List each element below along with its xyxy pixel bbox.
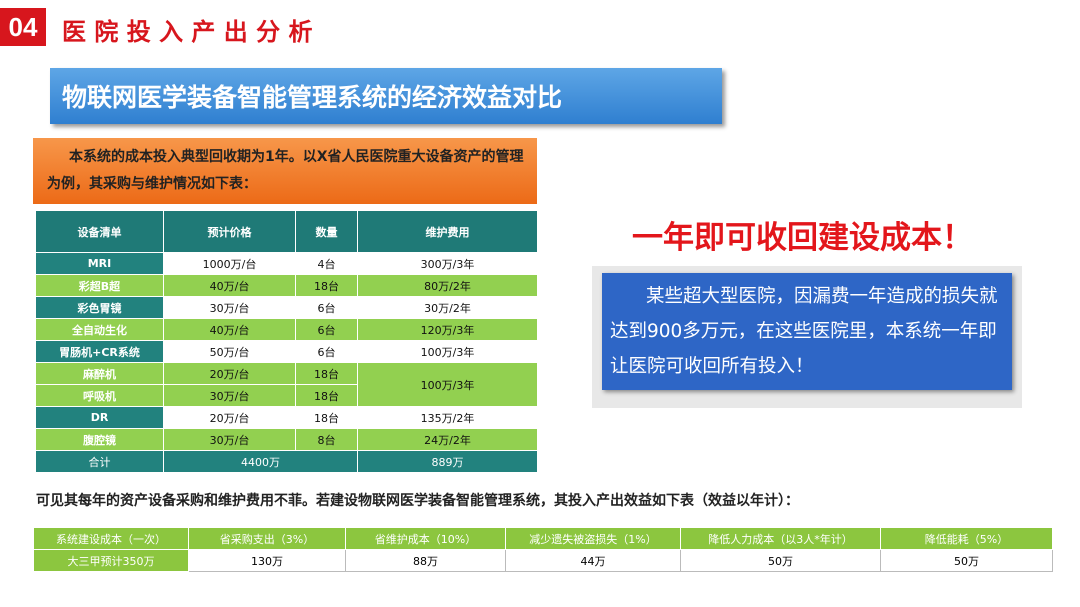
table-cell: 30万/台 bbox=[163, 296, 296, 319]
table-cell: 6台 bbox=[295, 318, 358, 341]
table-cell: 80万/2年 bbox=[357, 274, 538, 297]
table-cell: 30万/台 bbox=[163, 428, 296, 451]
table-row: 彩超B超 40万/台 18台 80万/2年 bbox=[35, 274, 538, 297]
table-row: 呼吸机 30万/台 18台 bbox=[35, 384, 538, 407]
table-cell: 135万/2年 bbox=[357, 406, 538, 429]
table-cell: 20万/台 bbox=[163, 406, 296, 429]
benefit-table: 系统建设成本（一次） 省采购支出（3%） 省维护成本（10%） 减少遗失被盗损失（1%… bbox=[33, 527, 1053, 572]
header-cell: 设备清单 bbox=[35, 210, 164, 253]
equipment-table: 设备清单 预计价格 数量 维护费用 MRI 1000万/台 4台 300万/3年 彩超B超 40万… bbox=[35, 210, 538, 473]
summary: 可见其每年的资产设备采购和维护费用不菲。若建设物联网医学装备智能管理系统，其投入… bbox=[36, 493, 799, 509]
table-row: MRI 1000万/台 4台 300万/3年 bbox=[35, 252, 538, 275]
table-row: 彩色胃镜 30万/台 6台 30万/2年 bbox=[35, 296, 538, 319]
table-cell: 889万 bbox=[357, 450, 538, 473]
table-cell: 腹腔镜 bbox=[35, 428, 164, 451]
table-row: DR 20万/台 18台 135万/2年 bbox=[35, 406, 538, 429]
section-title: 医 院 投 入 产 出 分 析 bbox=[62, 18, 313, 46]
table-cell: 50万 bbox=[680, 549, 881, 572]
header-cell: 省采购支出（3%） bbox=[188, 527, 346, 550]
table-cell: 4台 bbox=[295, 252, 358, 275]
table-cell: 18台 bbox=[295, 384, 358, 407]
header-row: 设备清单 预计价格 数量 维护费用 bbox=[35, 210, 538, 253]
banner: 物联网医学装备智能管理系统的经济效益对比 bbox=[50, 68, 722, 124]
slogan: 一年即可收回建设成本！ bbox=[632, 220, 973, 256]
table-cell: 合计 bbox=[35, 450, 164, 473]
table-cell: 18台 bbox=[295, 362, 358, 385]
table-row: 腹腔镜 30万/台 8台 24万/2年 bbox=[35, 428, 538, 451]
table-cell: 18台 bbox=[295, 406, 358, 429]
table-cell: 全自动生化 bbox=[35, 318, 164, 341]
table-cell: 4400万 bbox=[163, 450, 358, 473]
header-row: 系统建设成本（一次） 省采购支出（3%） 省维护成本（10%） 减少遗失被盗损失（1%… bbox=[33, 527, 1053, 550]
header-cell: 降低人力成本（以3人*年计） bbox=[680, 527, 881, 550]
table-cell: 彩超B超 bbox=[35, 274, 164, 297]
header-cell: 减少遗失被盗损失（1%） bbox=[505, 527, 681, 550]
table-cell: 6台 bbox=[295, 340, 358, 363]
table-cell: 50万 bbox=[880, 549, 1053, 572]
table-cell: DR bbox=[35, 406, 164, 429]
table-cell: 24万/2年 bbox=[357, 428, 538, 451]
table-cell: 呼吸机 bbox=[35, 384, 164, 407]
table-row: 麻醉机 20万/台 18台 100万/3年 bbox=[35, 362, 538, 407]
table-cell: 88万 bbox=[345, 549, 506, 572]
table-cell: 40万/台 bbox=[163, 274, 296, 297]
callout: 某些超大型医院，因漏费一年造成的损失就达到900多万元，在这些医院里，本系统一年… bbox=[602, 273, 1012, 390]
intro-box: 本系统的成本投入典型回收期为1年。以X省人民医院重大设备资产的管理为例，其采购与… bbox=[33, 138, 537, 204]
table-cell: 130万 bbox=[188, 549, 346, 572]
header-cell: 预计价格 bbox=[163, 210, 296, 253]
table-cell: 44万 bbox=[505, 549, 681, 572]
table-cell: 彩色胃镜 bbox=[35, 296, 164, 319]
table-cell: 胃肠机+CR系统 bbox=[35, 340, 164, 363]
table-cell: 18台 bbox=[295, 274, 358, 297]
section-number: 04 bbox=[0, 8, 46, 46]
total-row: 合计 4400万 889万 bbox=[35, 450, 538, 473]
table-cell: 120万/3年 bbox=[357, 318, 538, 341]
table-cell: 30万/台 bbox=[163, 384, 296, 407]
table-cell: 20万/台 bbox=[163, 362, 296, 385]
table-cell: MRI bbox=[35, 252, 164, 275]
header-cell: 数量 bbox=[295, 210, 358, 253]
table-cell: 麻醉机 bbox=[35, 362, 164, 385]
table-cell: 1000万/台 bbox=[163, 252, 296, 275]
header-cell: 系统建设成本（一次） bbox=[33, 527, 189, 550]
table-row: 胃肠机+CR系统 50万/台 6台 100万/3年 bbox=[35, 340, 538, 363]
header-cell: 维护费用 bbox=[357, 210, 538, 253]
table-cell: 6台 bbox=[295, 296, 358, 319]
table-cell: 100万/3年 bbox=[357, 340, 538, 363]
table-cell: 50万/台 bbox=[163, 340, 296, 363]
table-cell: 100万/3年 bbox=[357, 362, 538, 407]
table-row: 全自动生化 40万/台 6台 120万/3年 bbox=[35, 318, 538, 341]
table-cell: 40万/台 bbox=[163, 318, 296, 341]
table-row: 大三甲预计350万 130万 88万 44万 50万 50万 bbox=[33, 549, 1053, 572]
header-cell: 省维护成本（10%） bbox=[345, 527, 506, 550]
header-cell: 降低能耗（5%） bbox=[880, 527, 1053, 550]
table-cell: 8台 bbox=[295, 428, 358, 451]
table-cell: 30万/2年 bbox=[357, 296, 538, 319]
table-cell: 大三甲预计350万 bbox=[33, 549, 189, 572]
table-cell: 300万/3年 bbox=[357, 252, 538, 275]
